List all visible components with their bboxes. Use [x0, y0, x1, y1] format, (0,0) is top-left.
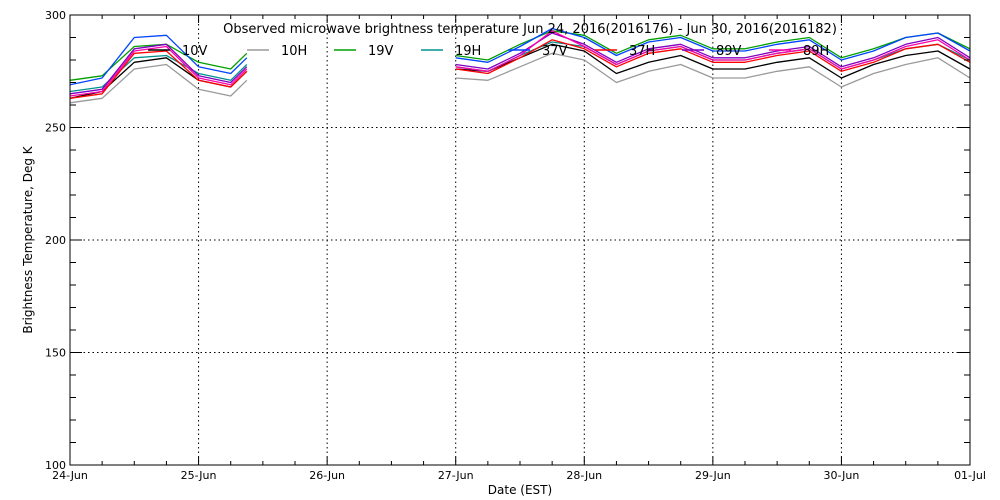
x-tick-label-29-jun: 29-Jun: [695, 469, 731, 482]
legend-label-19h: 19H: [455, 44, 481, 59]
legend-label-37h: 37H: [629, 44, 655, 59]
x-tick-label-01-jul: 01-Jul: [954, 469, 986, 482]
x-tick-labels: 24-Jun 25-Jun 26-Jun 27-Jun 28-Jun 29-Jun 30-J…: [52, 469, 986, 482]
legend-label-89h: 89H: [803, 44, 829, 59]
series-lines: [69, 27, 971, 104]
legend: 10V 10H 19V 19H 37V 37H 89V 89H: [148, 44, 829, 59]
y-tick-label-250: 250: [45, 122, 66, 135]
legend-label-89v: 89V: [716, 44, 742, 59]
y-tick-labels: 100 150 200 250 300: [45, 9, 66, 472]
y-axis-label: Brightness Temperature, Deg K: [21, 145, 35, 333]
chart-title: Observed microwave brightness temperatur…: [223, 22, 837, 37]
series-line-89h: [69, 30, 971, 97]
x-tick-label-24-jun: 24-Jun: [52, 469, 88, 482]
y-tick-label-150: 150: [45, 347, 66, 360]
axis-ticks: [69, 14, 971, 466]
x-tick-label-25-jun: 25-Jun: [181, 469, 217, 482]
y-tick-label-100: 100: [45, 459, 66, 472]
legend-label-19v: 19V: [368, 44, 394, 59]
x-tick-label-27-jun: 27-Jun: [438, 469, 474, 482]
legend-label-10v: 10V: [182, 44, 208, 59]
series-line-37h: [69, 39, 971, 99]
legend-label-37v: 37V: [542, 44, 568, 59]
x-tick-label-28-jun: 28-Jun: [566, 469, 602, 482]
series-line-10h: [69, 52, 971, 104]
y-tick-label-300: 300: [45, 9, 66, 22]
series-line-37v: [69, 27, 971, 86]
legend-label-10h: 10H: [281, 44, 307, 59]
grid-lines: [70, 15, 970, 465]
x-tick-label-26-jun: 26-Jun: [309, 469, 345, 482]
x-axis-label: Date (EST): [488, 483, 552, 497]
y-tick-label-200: 200: [45, 234, 66, 247]
x-tick-label-30-jun: 30-Jun: [824, 469, 860, 482]
